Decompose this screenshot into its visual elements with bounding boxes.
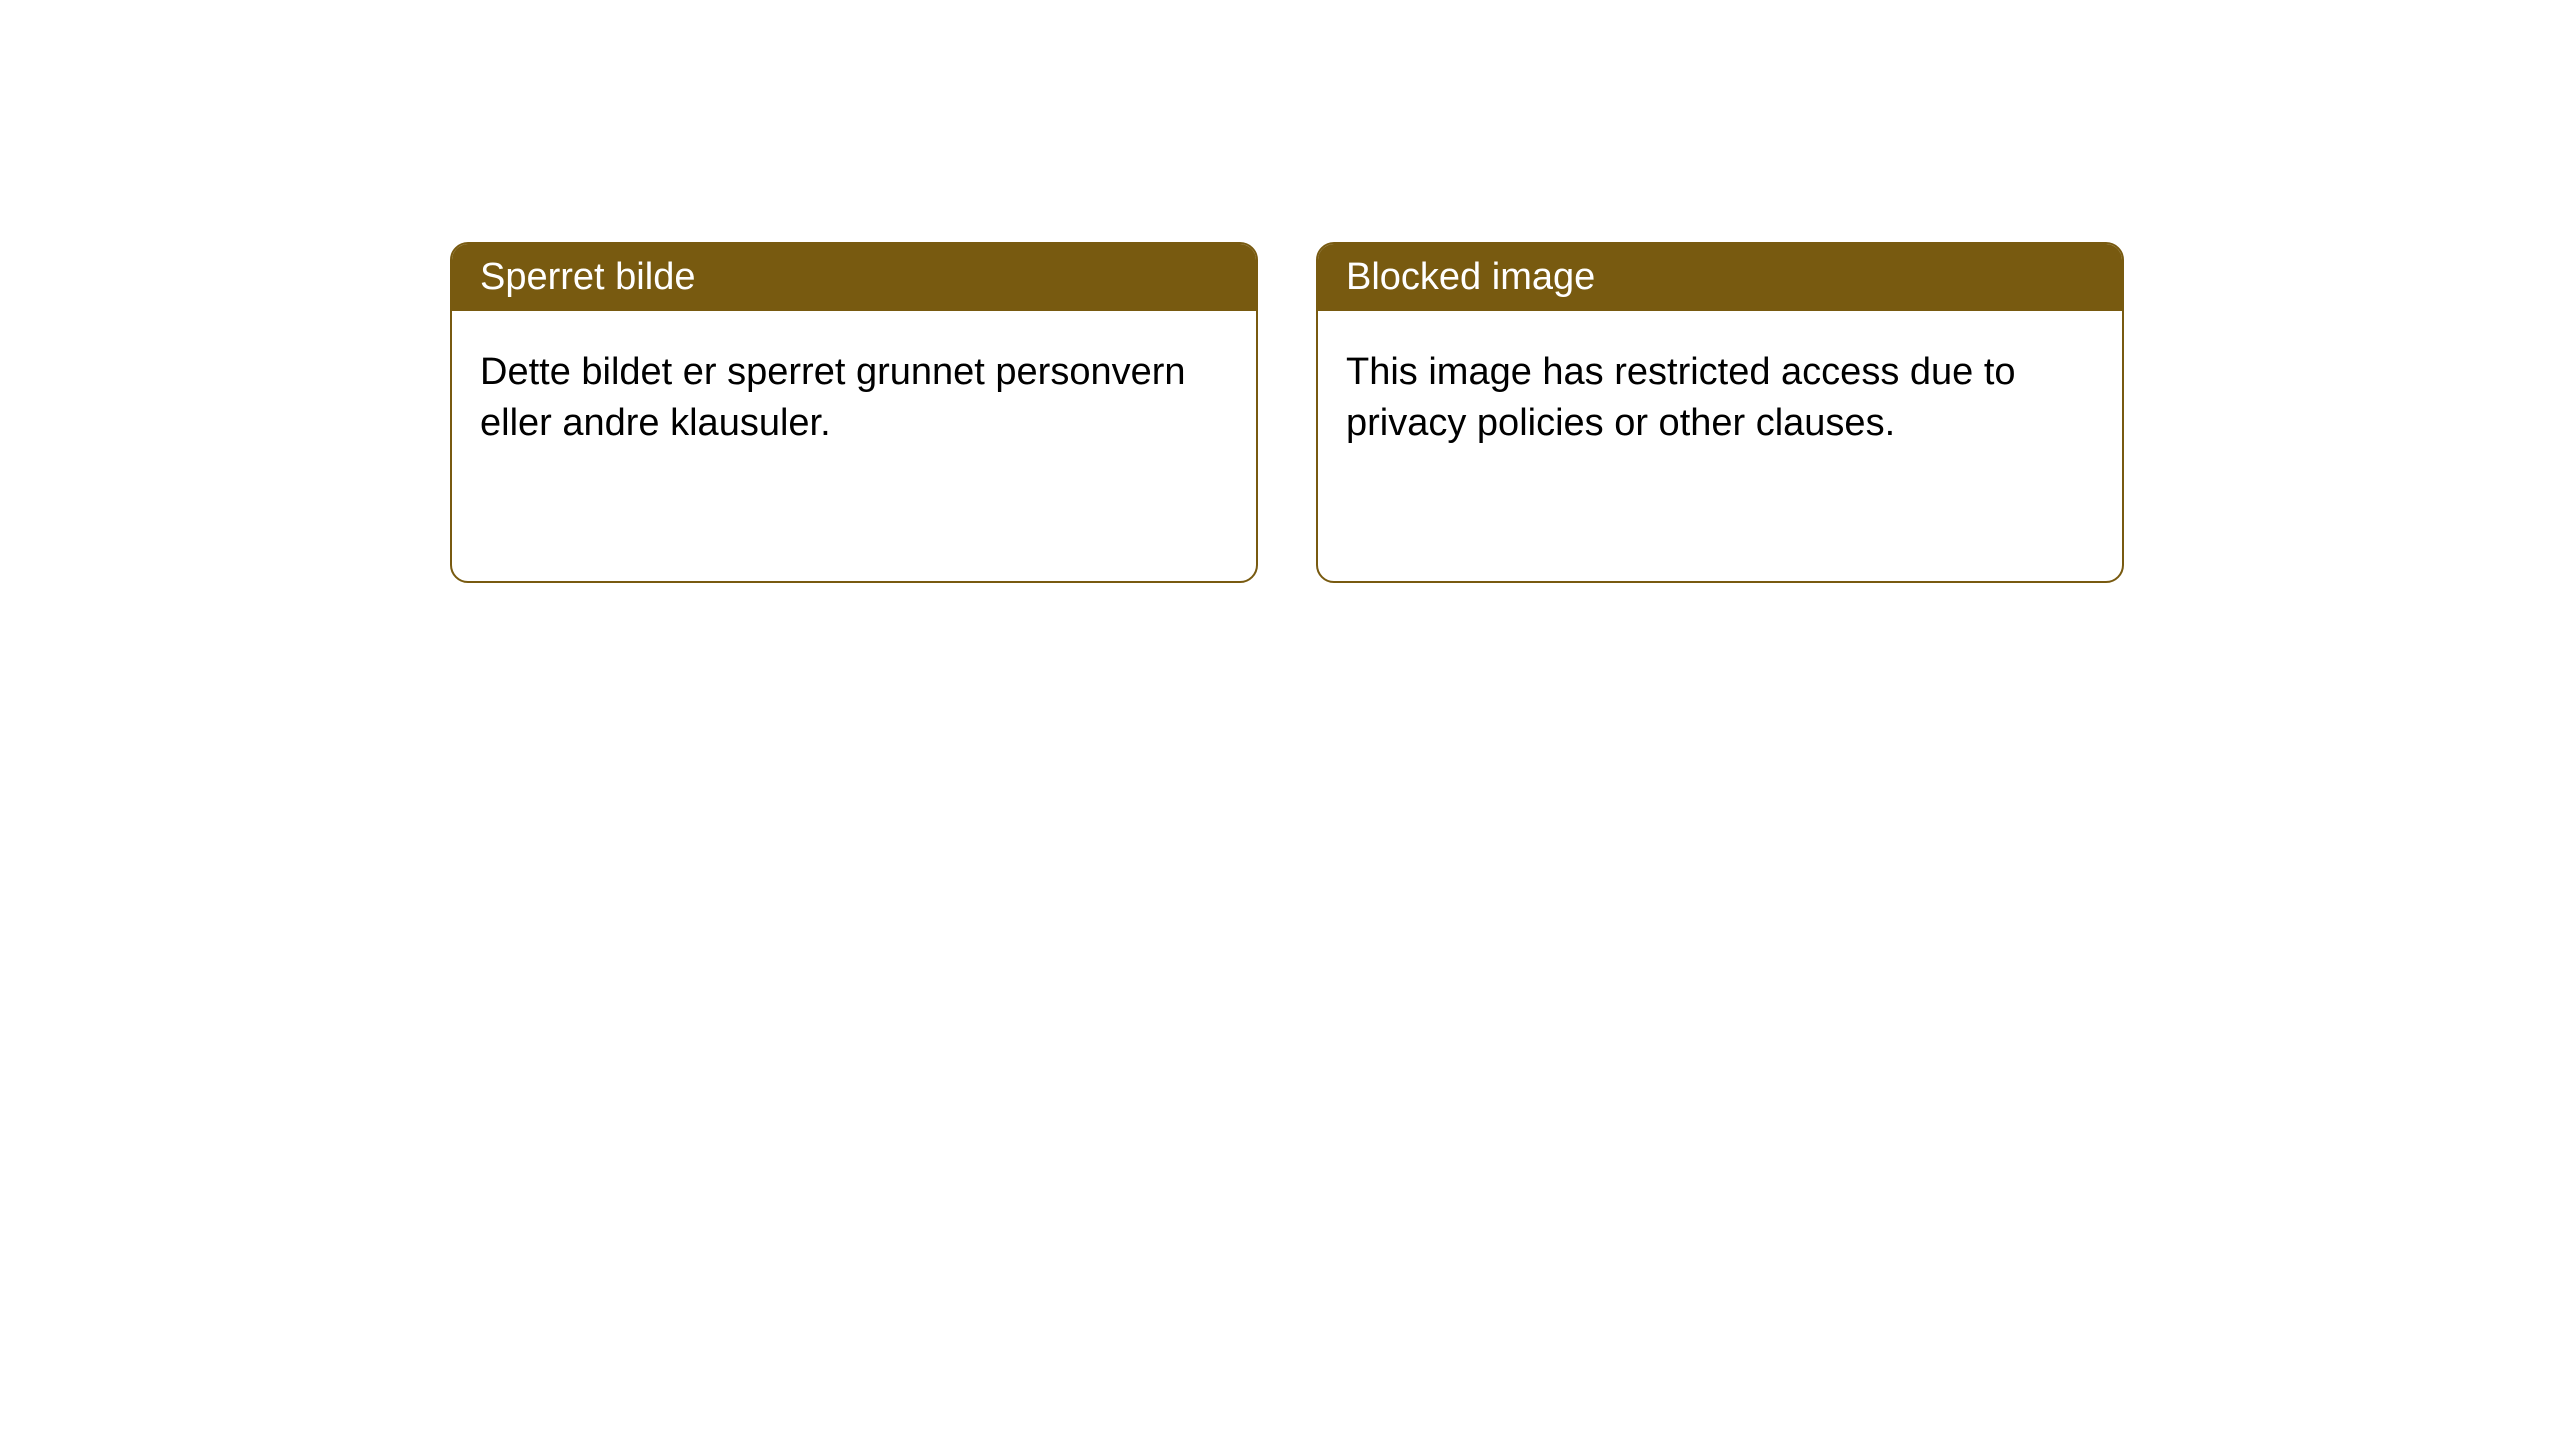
card-title: Blocked image — [1346, 256, 1595, 298]
card-body-text: Dette bildet er sperret grunnet personve… — [480, 351, 1186, 444]
cards-container: Sperret bilde Dette bildet er sperret gr… — [0, 0, 2560, 583]
card-body: Dette bildet er sperret grunnet personve… — [452, 311, 1256, 581]
card-header: Blocked image — [1318, 244, 2122, 311]
card-body-text: This image has restricted access due to … — [1346, 351, 2016, 444]
blocked-image-card-no: Sperret bilde Dette bildet er sperret gr… — [450, 242, 1258, 583]
card-title: Sperret bilde — [480, 256, 695, 298]
card-body: This image has restricted access due to … — [1318, 311, 2122, 581]
card-header: Sperret bilde — [452, 244, 1256, 311]
blocked-image-card-en: Blocked image This image has restricted … — [1316, 242, 2124, 583]
